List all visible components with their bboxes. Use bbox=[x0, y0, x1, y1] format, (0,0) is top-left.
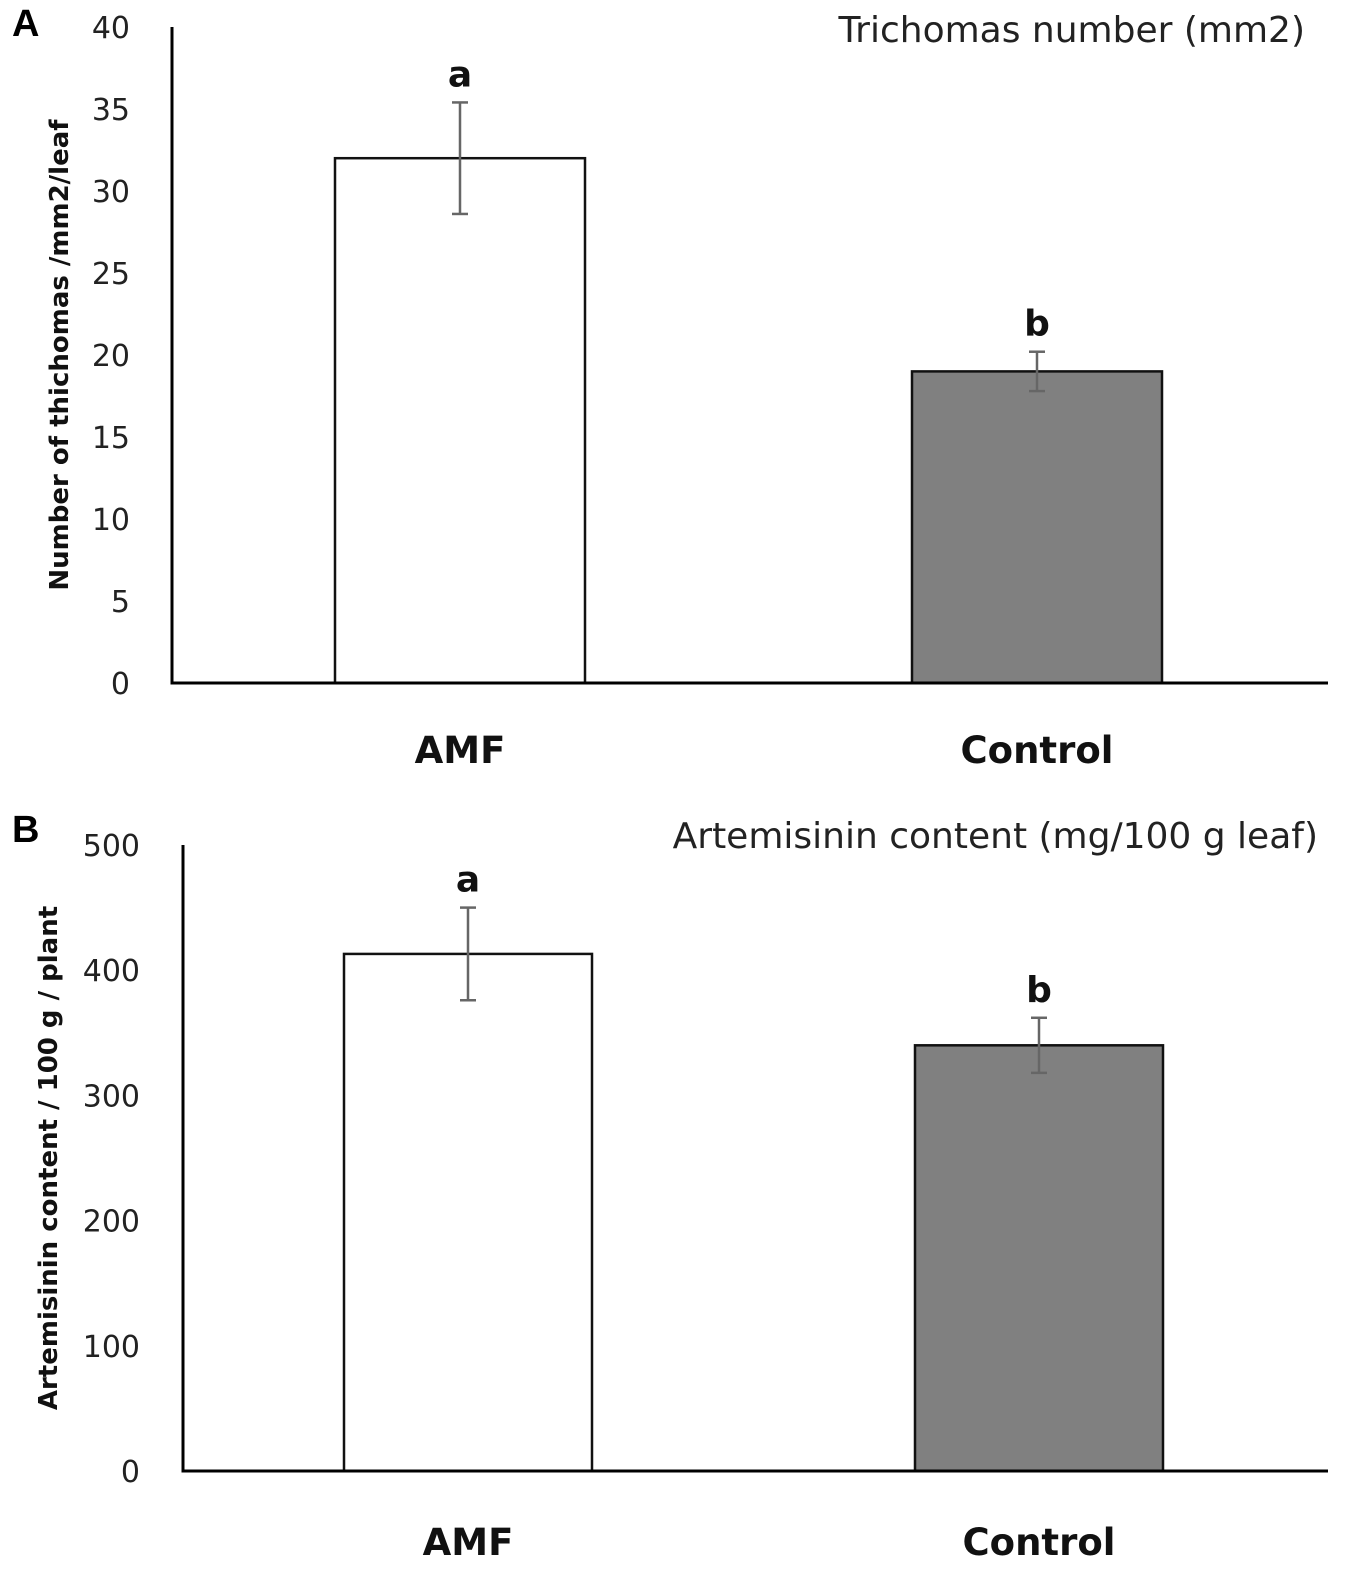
y-tick-label: 300 bbox=[83, 1079, 140, 1114]
y-tick-label: 0 bbox=[111, 667, 130, 702]
bar-control bbox=[910, 370, 1164, 685]
y-tick-label: 0 bbox=[121, 1455, 140, 1490]
bar-control bbox=[913, 1044, 1165, 1473]
chart-title: Trichomas number (mm2) bbox=[837, 10, 1305, 51]
significance-letter: a bbox=[456, 860, 480, 901]
panel-a-chart: A Trichomas number (mm2) Number of thichom… bbox=[12, 3, 1328, 772]
category-label: AMF bbox=[423, 1521, 514, 1564]
chart-title: Artemisinin content (mg/100 g leaf) bbox=[673, 816, 1318, 857]
y-tick-label: 200 bbox=[83, 1205, 140, 1240]
significance-letter: b bbox=[1026, 970, 1052, 1011]
y-tick-label: 40 bbox=[92, 11, 130, 46]
significance-letter: b bbox=[1024, 304, 1050, 345]
y-tick-label: 20 bbox=[92, 339, 130, 374]
y-tick-label: 5 bbox=[111, 585, 130, 620]
category-label: Control bbox=[961, 729, 1114, 772]
panel-letter: B bbox=[12, 809, 39, 851]
y-tick-label: 10 bbox=[92, 503, 130, 538]
y-tick-label: 400 bbox=[83, 954, 140, 989]
y-tick-label: 30 bbox=[92, 175, 130, 210]
y-tick-label: 500 bbox=[83, 829, 140, 864]
y-axis-title: Artemisinin content / 100 g / plant bbox=[34, 906, 64, 1410]
y-axis-title: Number of thichomas /mm2/leaf bbox=[45, 119, 75, 591]
y-tick-label: 100 bbox=[83, 1330, 140, 1365]
bar-amf bbox=[342, 952, 594, 1473]
y-tick-label: 35 bbox=[92, 93, 130, 128]
y-tick-label: 25 bbox=[92, 257, 130, 292]
category-label: AMF bbox=[415, 729, 506, 772]
panel-b-chart: B Artemisinin content (mg/100 g leaf) Arte… bbox=[12, 809, 1328, 1564]
bar-amf bbox=[333, 156, 587, 685]
category-label: Control bbox=[963, 1521, 1116, 1564]
panel-letter: A bbox=[12, 3, 39, 45]
y-tick-label: 15 bbox=[92, 421, 130, 456]
significance-letter: a bbox=[448, 54, 472, 95]
